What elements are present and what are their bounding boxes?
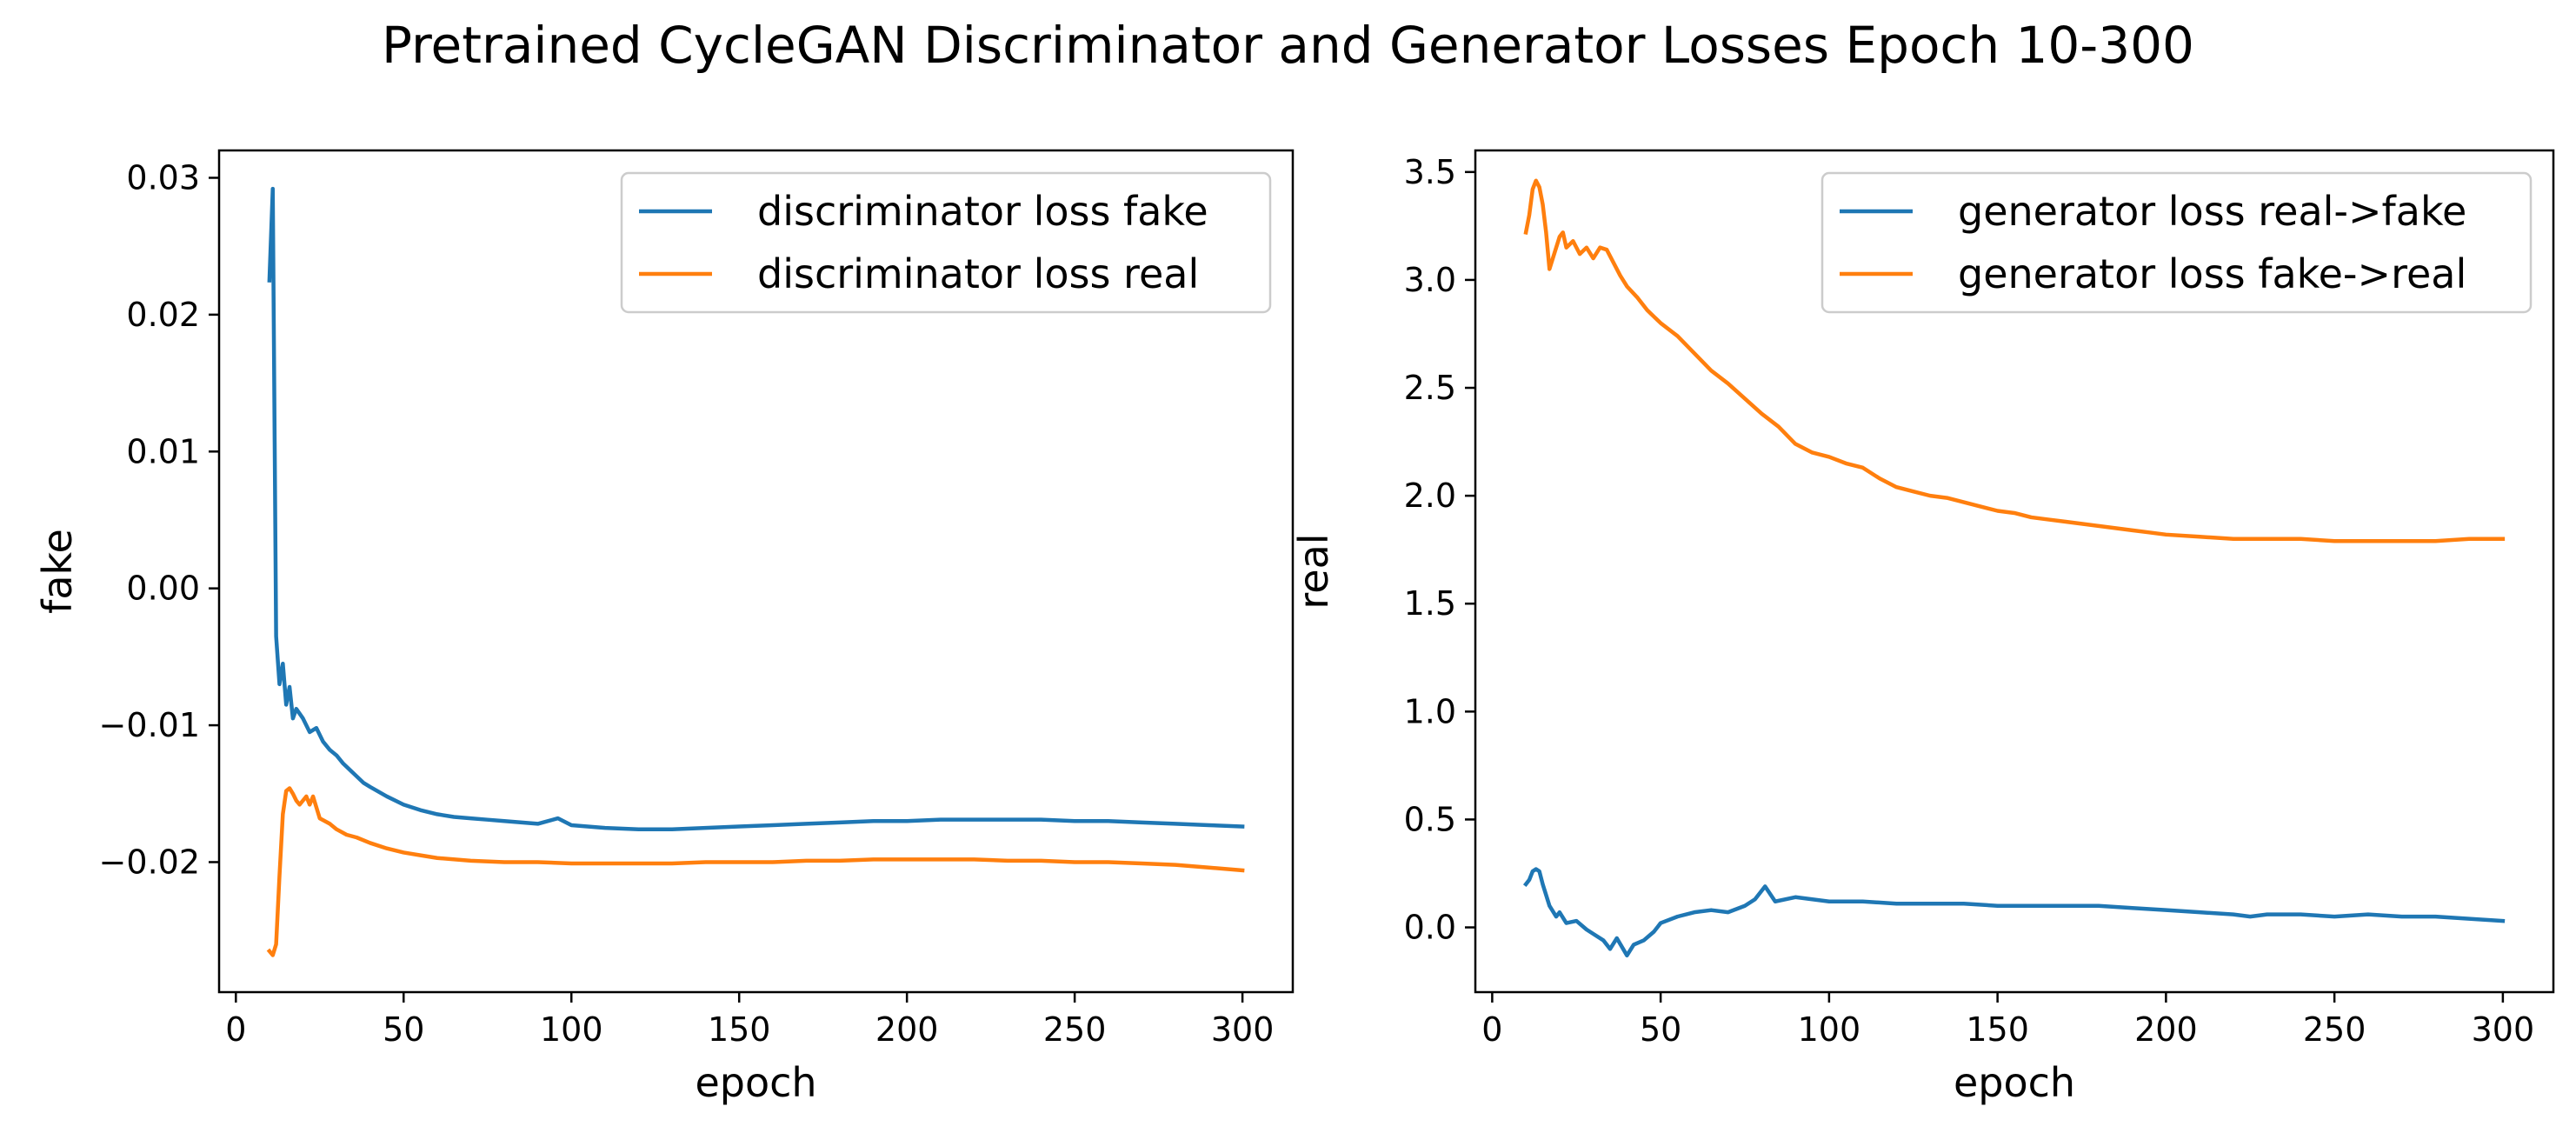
- x-tick-label: 50: [383, 1010, 424, 1049]
- legend: discriminator loss fake discriminator los…: [620, 171, 1272, 314]
- x-tick-label: 300: [2472, 1010, 2535, 1049]
- legend-label-1: discriminator loss fake: [757, 188, 1208, 235]
- legend-box: [1821, 171, 2533, 314]
- legend-label-2: generator loss fake->real: [1958, 250, 2466, 297]
- legend-label-1: generator loss real->fake: [1958, 188, 2466, 235]
- x-tick-label: 150: [1966, 1010, 2029, 1049]
- y-tick-label: 2.0: [1404, 477, 1456, 515]
- x-tick-label: 300: [1211, 1010, 1275, 1049]
- x-tick-label: 0: [1481, 1010, 1502, 1049]
- y-tick-label: 0.00: [126, 570, 200, 608]
- chart-panel-left: 0 50 100 150 200 250 300 −0.02 −0.01 0.00 0.01 0.02…: [34, 149, 1295, 1106]
- x-axis-label: epoch: [1954, 1059, 2075, 1106]
- y-tick-label: 1.5: [1404, 584, 1456, 623]
- x-tick-label: 50: [1640, 1010, 1681, 1049]
- y-tick-label: 2.5: [1404, 369, 1456, 407]
- y-tick-label: 0.01: [126, 432, 200, 470]
- legend: generator loss real->fake generator loss …: [1821, 171, 2533, 314]
- x-tick-label: 200: [2134, 1010, 2198, 1049]
- x-tick-label: 250: [2303, 1010, 2366, 1049]
- x-tick-label: 150: [708, 1010, 771, 1049]
- y-tick-label: 0.5: [1404, 800, 1456, 838]
- y-tick-label: 1.0: [1404, 692, 1456, 730]
- y-tick-label: 3.5: [1404, 153, 1456, 191]
- x-tick-label: 200: [875, 1010, 939, 1049]
- y-tick-label: 0.02: [126, 296, 200, 334]
- x-axis-label: epoch: [695, 1059, 816, 1106]
- series-line-2: [266, 786, 1245, 957]
- series-line-1: [1522, 867, 2506, 958]
- y-tick-label: −0.02: [99, 843, 200, 881]
- x-tick-label: 0: [225, 1010, 246, 1049]
- y-tick-label: 3.0: [1404, 261, 1456, 299]
- y-axis-label: real: [1290, 533, 1337, 609]
- axes-frame: [217, 149, 1295, 994]
- chart-panel-right: 0 50 100 150 200 250 300 0.0 0.5 1.0 1.5 2.0 2.5 3.0 3…: [1290, 149, 2555, 1106]
- y-axis-label: fake: [34, 529, 81, 614]
- x-tick-label: 100: [1798, 1010, 1861, 1049]
- series-line-1: [267, 186, 1245, 831]
- figure-title: Pretrained CycleGAN Discriminator and Ge…: [382, 16, 2194, 75]
- y-tick-label: −0.01: [99, 706, 200, 744]
- axes-frame: [1474, 149, 2555, 994]
- y-tick-label: 0.03: [126, 158, 200, 197]
- legend-label-2: discriminator loss real: [757, 250, 1199, 297]
- y-tick-label: 0.0: [1404, 909, 1456, 947]
- series-line-2: [1523, 178, 2506, 543]
- x-tick-label: 100: [540, 1010, 603, 1049]
- legend-box: [620, 171, 1272, 314]
- x-tick-label: 250: [1043, 1010, 1107, 1049]
